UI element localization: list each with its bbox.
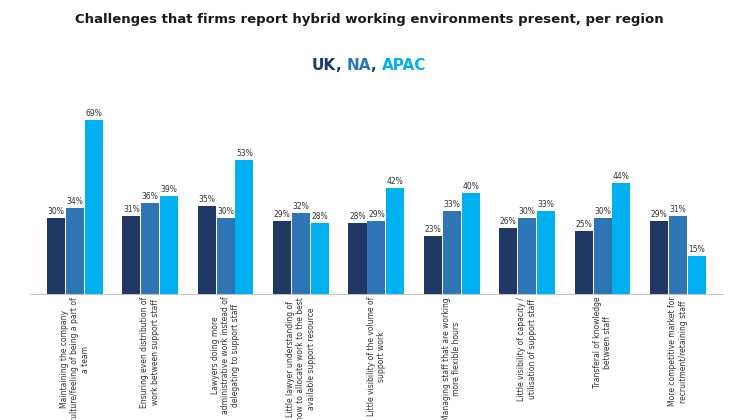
Text: 69%: 69% bbox=[85, 109, 102, 118]
Text: 31%: 31% bbox=[123, 205, 139, 214]
Bar bbox=[669, 216, 687, 294]
Text: 29%: 29% bbox=[651, 210, 668, 219]
Text: 33%: 33% bbox=[537, 200, 554, 209]
Text: UK: UK bbox=[311, 58, 336, 73]
Text: 36%: 36% bbox=[142, 192, 159, 201]
Bar bbox=[311, 223, 329, 294]
Bar bbox=[348, 223, 367, 294]
Text: 29%: 29% bbox=[368, 210, 384, 219]
Text: 33%: 33% bbox=[444, 200, 461, 209]
Text: 31%: 31% bbox=[669, 205, 686, 214]
Text: ,: , bbox=[371, 58, 382, 73]
Bar bbox=[235, 160, 253, 294]
Text: 23%: 23% bbox=[424, 225, 441, 234]
Text: 39%: 39% bbox=[161, 185, 177, 194]
Bar bbox=[613, 183, 630, 294]
Bar bbox=[461, 193, 480, 294]
Bar bbox=[85, 120, 103, 294]
Text: 35%: 35% bbox=[199, 195, 215, 204]
Bar bbox=[500, 228, 517, 294]
Text: 44%: 44% bbox=[613, 172, 630, 181]
Bar bbox=[443, 211, 461, 294]
Bar bbox=[141, 203, 159, 294]
Bar bbox=[292, 213, 310, 294]
Bar bbox=[273, 221, 292, 294]
Text: 29%: 29% bbox=[274, 210, 291, 219]
Bar bbox=[650, 221, 668, 294]
Bar bbox=[537, 211, 555, 294]
Text: 30%: 30% bbox=[519, 207, 536, 216]
Text: 34%: 34% bbox=[66, 197, 83, 206]
Text: 30%: 30% bbox=[594, 207, 611, 216]
Text: 42%: 42% bbox=[387, 177, 404, 186]
Text: APAC: APAC bbox=[382, 58, 427, 73]
Bar bbox=[424, 236, 442, 294]
Text: 28%: 28% bbox=[349, 213, 366, 221]
Text: 53%: 53% bbox=[236, 150, 253, 158]
Bar bbox=[688, 256, 706, 294]
Text: NA: NA bbox=[347, 58, 371, 73]
Bar bbox=[593, 218, 612, 294]
Bar bbox=[368, 221, 385, 294]
Text: Challenges that firms report hybrid working environments present, per region: Challenges that firms report hybrid work… bbox=[75, 13, 663, 26]
Bar bbox=[386, 188, 404, 294]
Text: 30%: 30% bbox=[217, 207, 234, 216]
Bar bbox=[518, 218, 537, 294]
Text: ,: , bbox=[336, 58, 347, 73]
Text: 28%: 28% bbox=[311, 213, 328, 221]
Bar bbox=[216, 218, 235, 294]
Text: 30%: 30% bbox=[47, 207, 64, 216]
Text: 15%: 15% bbox=[689, 245, 706, 254]
Bar bbox=[123, 216, 140, 294]
Text: 26%: 26% bbox=[500, 218, 517, 226]
Bar bbox=[66, 208, 84, 294]
Bar bbox=[47, 218, 65, 294]
Text: 32%: 32% bbox=[292, 202, 309, 211]
Text: 40%: 40% bbox=[462, 182, 479, 191]
Text: 25%: 25% bbox=[576, 220, 592, 229]
Bar bbox=[198, 206, 215, 294]
Bar bbox=[160, 196, 178, 294]
Bar bbox=[575, 231, 593, 294]
